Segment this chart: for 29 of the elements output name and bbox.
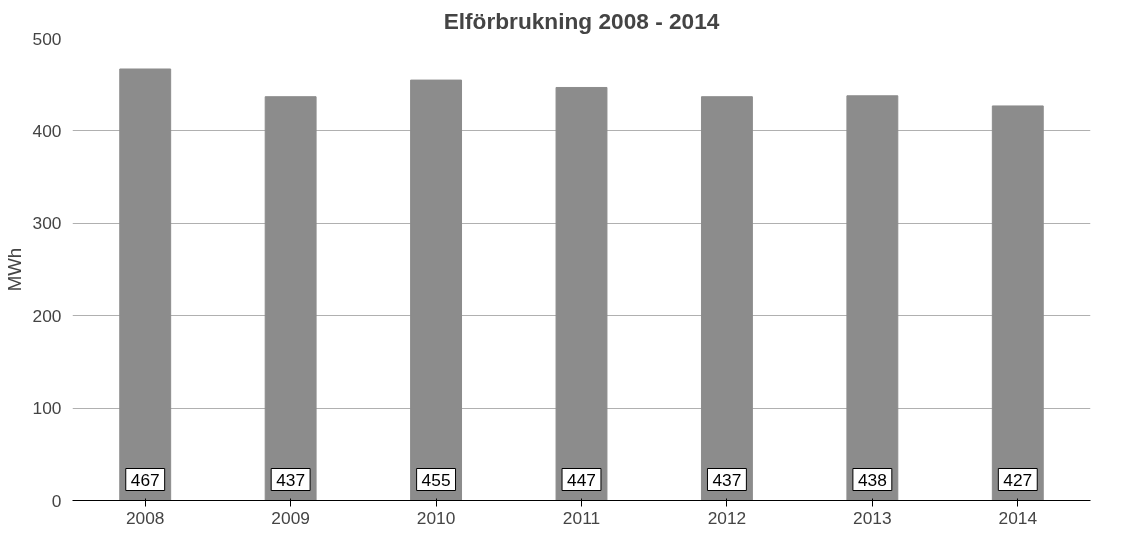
bar (264, 96, 317, 501)
y-tick-label: 400 (32, 120, 62, 141)
bar (119, 68, 172, 501)
y-tick-label: 200 (32, 305, 62, 326)
x-tick-label: 2010 (416, 507, 456, 528)
data-label: 438 (857, 469, 887, 490)
x-tick-label: 2012 (707, 507, 747, 528)
bar (846, 95, 899, 501)
bar (410, 79, 463, 501)
data-label: 437 (712, 469, 742, 490)
y-tick-label: 0 (51, 490, 62, 511)
y-tick-label: 500 (32, 28, 62, 49)
data-label: 437 (276, 469, 306, 490)
bar (555, 86, 608, 501)
bar (700, 96, 753, 501)
chart-title: Elförbrukning 2008 - 2014 (443, 7, 720, 34)
x-tick-label: 2011 (562, 507, 601, 528)
x-tick-label: 2008 (125, 507, 165, 528)
data-label: 427 (1003, 469, 1033, 490)
x-tick-label: 2013 (853, 507, 892, 528)
x-tick-label: 2014 (998, 507, 1038, 528)
data-label: 455 (421, 469, 451, 490)
bar (991, 105, 1044, 501)
data-label: 467 (130, 469, 160, 490)
y-axis-title: MWh (3, 247, 25, 292)
y-tick-label: 300 (32, 213, 62, 234)
y-tick-label: 100 (32, 398, 62, 419)
x-tick-label: 2009 (271, 507, 310, 528)
data-label: 447 (567, 469, 596, 490)
